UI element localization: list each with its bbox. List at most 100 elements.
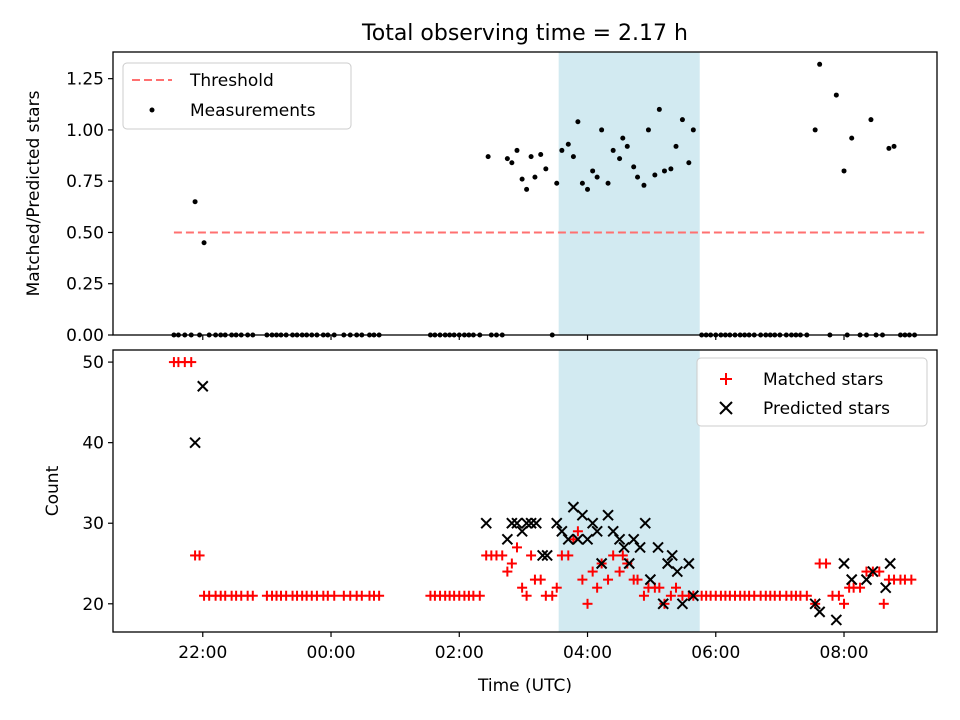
predicted-star-point — [197, 380, 209, 392]
predicted-star-point — [541, 549, 553, 562]
y-tick-label: 0.75 — [66, 172, 104, 192]
measurement-point — [617, 156, 623, 162]
predicted-star-point — [838, 557, 850, 570]
y-tick-label: 1.00 — [66, 121, 104, 141]
predicted-star-point — [644, 573, 657, 586]
measurement-point — [886, 145, 892, 151]
predicted-star-point — [860, 573, 873, 586]
measurement-point — [610, 147, 616, 153]
measurement-point — [645, 127, 651, 133]
bottom-legend-box — [696, 357, 928, 427]
x-tick-label: 04:00 — [563, 643, 612, 663]
measurement-point — [686, 160, 692, 166]
predicted-star-point — [189, 436, 201, 449]
predicted-star-point — [623, 557, 635, 570]
measurement-point — [641, 182, 647, 188]
matched-star-point — [906, 574, 917, 585]
measurement-point — [833, 92, 839, 98]
predicted-star-point — [551, 517, 563, 529]
matched-star-point — [551, 582, 562, 593]
matched-star-point — [572, 526, 583, 537]
measurement-point — [524, 186, 530, 192]
predicted-star-point — [556, 525, 568, 537]
measurement-point — [635, 174, 641, 180]
measurement-point — [812, 127, 818, 133]
highlight-span — [558, 52, 700, 335]
measurement-point — [565, 141, 571, 147]
predicted-star-point — [480, 517, 492, 529]
predicted-star-point — [586, 517, 599, 529]
predicted-star-point — [867, 565, 879, 578]
matched-star-point — [855, 582, 866, 593]
matched-star-point — [563, 550, 574, 561]
x-tick-label: 06:00 — [691, 643, 740, 663]
measurement-point — [652, 172, 658, 178]
measurement-point — [690, 127, 696, 133]
x-axis-label: Time (UTC) — [477, 676, 572, 696]
y-tick-label: 1.25 — [66, 70, 104, 90]
matched-star-point — [614, 566, 625, 577]
matched-star-point — [374, 590, 385, 601]
matched-star-point — [874, 566, 885, 577]
matched-star-point — [608, 550, 619, 561]
legend-predicted-swatch — [719, 401, 733, 415]
predicted-star-point — [652, 541, 664, 554]
matched-star-point — [839, 598, 850, 609]
predicted-star-point — [884, 557, 896, 570]
measurement-point — [594, 174, 600, 180]
predicted-star-point — [530, 517, 542, 529]
matched-star-point — [878, 598, 889, 609]
matched-star-point — [506, 558, 517, 569]
measurement-point — [538, 152, 544, 158]
measurement-point — [528, 154, 534, 160]
measurement-point — [532, 174, 538, 180]
bottom-y-axis-label: Count — [43, 465, 63, 516]
predicted-star-point — [676, 598, 689, 610]
measurement-point — [192, 199, 198, 205]
measurement-point — [605, 180, 611, 186]
predicted-star-point — [879, 581, 892, 594]
predicted-star-point — [607, 525, 619, 537]
predicted-star-point — [813, 606, 826, 618]
y-tick-label: 0.00 — [66, 326, 104, 346]
matched-star-point — [547, 590, 558, 601]
y-tick-label: 0.50 — [66, 223, 104, 243]
chart-title: Total observing time = 2.17 h — [361, 21, 688, 46]
measurement-point — [868, 117, 874, 123]
bottom-legend: Matched stars Predicted stars — [696, 357, 928, 427]
top-y-ticks: 0.00 0.25 0.50 0.75 1.00 1.25 — [66, 70, 113, 346]
predicted-star-point — [516, 525, 528, 537]
measurement-point — [201, 240, 207, 246]
matched-star-point — [194, 550, 205, 561]
matched-star-point — [665, 590, 676, 601]
top-legend-box — [122, 62, 352, 130]
predicted-star-point — [581, 533, 594, 546]
bottom-highlight-layer — [558, 350, 700, 632]
measurement-point — [514, 147, 520, 153]
y-tick-label: 50 — [82, 353, 104, 373]
matched-star-point — [521, 590, 532, 601]
measurement-point — [543, 166, 549, 172]
measurement-point — [673, 143, 679, 149]
top-highlight-layer — [558, 52, 700, 335]
matched-star-point — [617, 550, 628, 561]
matched-star-point — [247, 590, 258, 601]
predicted-star-point — [613, 533, 626, 546]
predicted-star-point — [501, 533, 514, 546]
predicted-star-point — [661, 557, 674, 570]
matched-star-point — [511, 542, 522, 553]
x-tick-label: 00:00 — [307, 643, 356, 663]
predicted-star-point — [511, 517, 523, 529]
predicted-star-point — [634, 541, 646, 554]
matched-star-point — [474, 590, 485, 601]
measurement-point — [579, 180, 585, 186]
predicted-star-point — [595, 557, 608, 570]
measurement-point — [620, 135, 626, 141]
matched-star-point — [186, 357, 197, 368]
measurement-point — [590, 168, 596, 174]
matched-star-point — [517, 582, 528, 593]
matched-star-point — [603, 574, 614, 585]
bottom-plot-frame — [112, 349, 938, 633]
bottom-y-ticks: 20 30 40 50 — [82, 353, 113, 615]
